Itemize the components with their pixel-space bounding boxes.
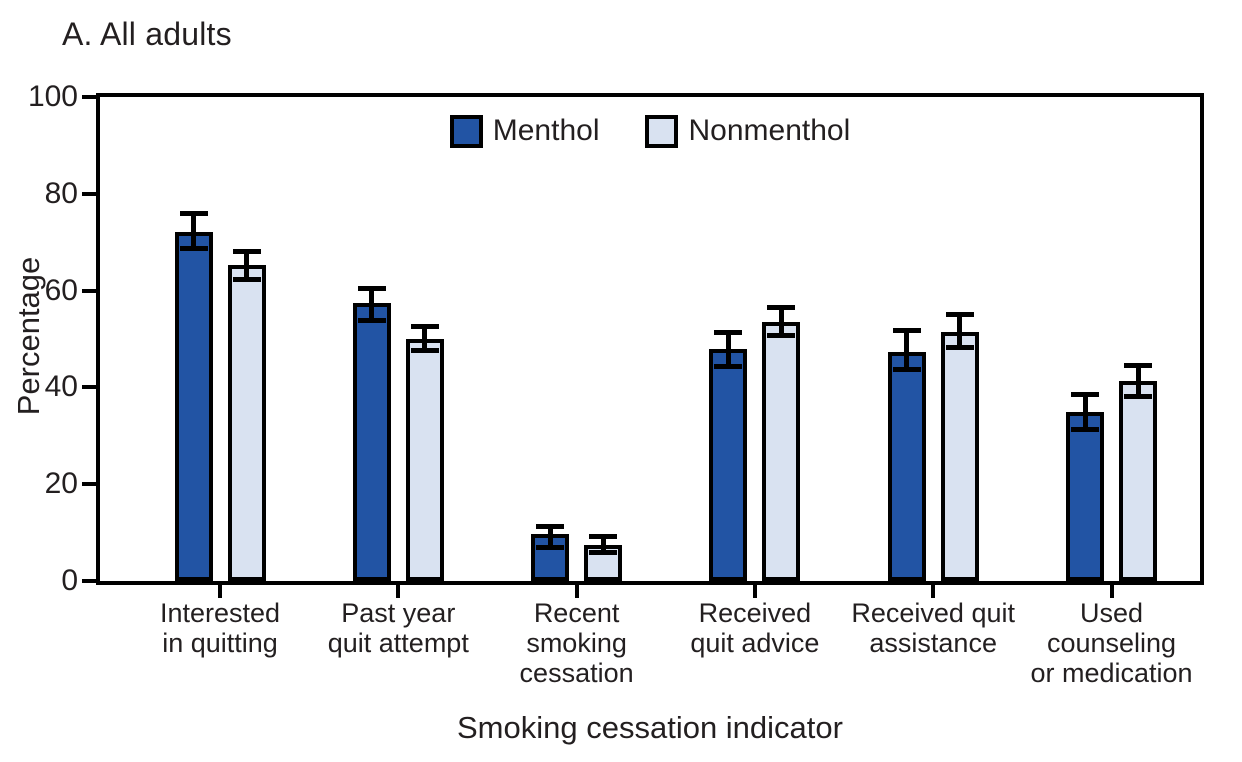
error-bar-cap-bottom xyxy=(589,549,618,555)
category-label-line: counseling xyxy=(1046,628,1177,658)
error-bar-line xyxy=(725,332,731,367)
error-bar-cap-bottom xyxy=(410,348,439,354)
error-bar-cap-top xyxy=(589,534,618,540)
error-bar-cap-bottom xyxy=(767,332,796,338)
y-tick-label: 60 xyxy=(44,273,78,307)
category-label: Received quit advice xyxy=(647,598,863,658)
legend-label: Menthol xyxy=(492,114,600,147)
bar-menthol-5 xyxy=(1066,411,1104,581)
x-tick-mark xyxy=(1109,585,1114,598)
error-bar-cap-bottom xyxy=(714,364,743,370)
category-label-line: Received xyxy=(698,598,812,628)
category-label-line: smoking xyxy=(526,628,627,658)
error-bar-line xyxy=(1082,394,1088,430)
error-bar-cap-top xyxy=(1124,362,1152,368)
error-bar-cap-top xyxy=(179,211,208,217)
error-bar-cap-top xyxy=(232,249,261,255)
category-label: Received quit assistance xyxy=(825,598,1041,658)
x-axis-title: Smoking cessation indicator xyxy=(457,710,843,745)
error-bar-cap-bottom xyxy=(179,246,208,252)
error-bar-cap-bottom xyxy=(1071,427,1099,432)
bar-nonmenthol-3 xyxy=(762,321,801,581)
y-axis-title: Percentage xyxy=(11,256,46,416)
y-tick-mark xyxy=(82,385,96,390)
category-label-line: quit attempt xyxy=(327,628,469,658)
y-tick-mark xyxy=(82,95,96,99)
category-label-line: quit advice xyxy=(690,628,820,658)
category-label: Recent smoking cessation xyxy=(469,598,685,688)
y-tick-label: 80 xyxy=(44,176,78,210)
error-bar-cap-top xyxy=(536,524,565,530)
y-tick-mark xyxy=(82,482,96,487)
y-tick-mark xyxy=(82,579,96,583)
error-bar-line xyxy=(244,251,249,280)
category-label-line: cessation xyxy=(519,658,634,688)
y-tick-label: 40 xyxy=(44,370,78,404)
error-bar-cap-top xyxy=(892,328,921,334)
bar-nonmenthol-4 xyxy=(940,331,979,581)
y-tick-label: 100 xyxy=(27,80,78,113)
x-tick-mark xyxy=(574,585,579,598)
bar-menthol-0 xyxy=(174,231,213,581)
legend-swatch-nonmenthol xyxy=(645,114,679,148)
error-bar-cap-bottom xyxy=(357,317,386,323)
error-bar-line xyxy=(957,314,963,348)
error-bar-line xyxy=(191,213,196,249)
error-bar-cap-top xyxy=(945,312,974,318)
error-bar-line xyxy=(1135,365,1141,397)
panel-title: A. All adults xyxy=(62,16,232,52)
x-tick-mark xyxy=(218,585,222,598)
error-bar-line xyxy=(369,288,375,321)
legend-swatch-menthol xyxy=(449,114,483,148)
error-bar-cap-top xyxy=(1071,391,1099,397)
x-tick-mark xyxy=(752,585,757,598)
category-label: Past year quit attempt xyxy=(290,598,506,658)
y-tick-mark xyxy=(82,288,96,293)
legend-item-nonmenthol: Nonmenthol xyxy=(645,114,850,148)
bar-menthol-3 xyxy=(709,349,748,581)
bar-menthol-1 xyxy=(352,303,391,581)
category-label-line: Interested xyxy=(159,598,281,628)
y-tick-label: 0 xyxy=(61,564,78,597)
error-bar-line xyxy=(547,526,553,548)
category-label-line: Received quit xyxy=(851,598,1015,628)
x-tick-mark xyxy=(396,585,401,598)
error-bar-cap-bottom xyxy=(536,544,565,550)
category-label-line: in quitting xyxy=(162,628,278,658)
legend-item-menthol: Menthol xyxy=(449,114,600,148)
category-label-line: assistance xyxy=(869,628,997,658)
error-bar-line xyxy=(778,307,784,336)
bar-nonmenthol-0 xyxy=(227,264,266,581)
legend-label: Nonmenthol xyxy=(688,114,851,147)
error-bar-cap-bottom xyxy=(1124,394,1152,400)
error-bar-cap-top xyxy=(714,329,743,335)
y-tick-mark xyxy=(82,191,96,196)
category-label-line: or medication xyxy=(1030,658,1193,688)
error-bar-cap-bottom xyxy=(892,366,921,372)
bar-nonmenthol-1 xyxy=(405,338,444,581)
category-label-line: Past year xyxy=(341,598,456,628)
error-bar-line xyxy=(600,536,606,553)
plot-frame xyxy=(96,93,1204,585)
category-label-line: Used xyxy=(1079,598,1144,628)
plot-area: Menthol Nonmenthol xyxy=(100,97,1200,581)
chart-legend: Menthol Nonmenthol xyxy=(100,114,1200,148)
error-bar-cap-bottom xyxy=(232,277,261,283)
bar-nonmenthol-5 xyxy=(1119,381,1157,581)
error-bar-line xyxy=(904,330,910,370)
error-bar-cap-top xyxy=(357,285,386,291)
category-label: Used counseling or medication xyxy=(1004,598,1220,688)
error-bar-line xyxy=(422,326,428,351)
x-tick-mark xyxy=(931,585,936,598)
category-label-line: Recent xyxy=(533,598,620,628)
error-bar-cap-top xyxy=(767,304,796,310)
error-bar-cap-bottom xyxy=(945,345,974,351)
category-label: Interested in quitting xyxy=(112,598,328,658)
y-tick-label: 20 xyxy=(44,467,78,501)
error-bar-cap-top xyxy=(410,324,439,330)
bar-menthol-4 xyxy=(887,351,926,581)
